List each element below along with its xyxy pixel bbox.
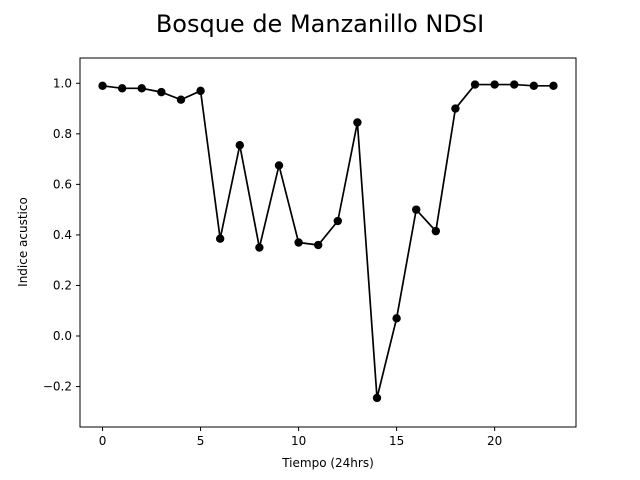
- data-point: [274, 161, 284, 170]
- data-point: [294, 238, 303, 247]
- x-tick-label: 20: [487, 434, 502, 448]
- y-tick-label: 0.4: [53, 228, 72, 242]
- data-point: [137, 84, 146, 93]
- data-point: [490, 80, 499, 89]
- data-point: [353, 118, 362, 127]
- data-point: [431, 226, 441, 236]
- y-tick-label: 0.6: [53, 177, 72, 191]
- y-tick-label: −0.2: [43, 380, 72, 394]
- x-tick-label: 5: [197, 434, 205, 448]
- data-point: [196, 86, 205, 96]
- y-tick-label: 0.0: [53, 329, 72, 343]
- series: [98, 80, 558, 403]
- data-point: [235, 140, 244, 150]
- y-tick-label: 0.8: [53, 127, 72, 141]
- data-point: [157, 87, 166, 97]
- ticks: 0 5 10 15 20 −0.2 0.0 0.2 0.4 0.6 0.8 1.0: [43, 76, 502, 448]
- data-point: [98, 81, 107, 91]
- data-point: [470, 80, 480, 89]
- data-point: [392, 314, 401, 323]
- data-point: [372, 393, 382, 403]
- y-tick-label: 1.0: [53, 76, 72, 90]
- series-line: [102, 83, 554, 399]
- x-axis-label: Tiempo (24hrs): [281, 456, 374, 470]
- y-axis-label: Indice acustico: [16, 197, 30, 287]
- x-tick-label: 0: [99, 434, 107, 448]
- data-point: [215, 234, 225, 243]
- data-point: [313, 240, 323, 250]
- x-tick-label: 15: [389, 434, 404, 448]
- data-point: [412, 205, 421, 214]
- x-tick-label: 10: [291, 434, 306, 448]
- data-point: [451, 104, 460, 113]
- data-point: [549, 81, 558, 91]
- data-point: [333, 216, 343, 226]
- data-point: [255, 243, 264, 252]
- data-point: [117, 84, 127, 93]
- data-point: [510, 80, 519, 89]
- data-point: [529, 81, 539, 91]
- chart-title: Bosque de Manzanillo NDSI: [156, 10, 484, 38]
- data-point: [176, 95, 186, 104]
- y-tick-label: 0.2: [53, 278, 72, 292]
- plot-frame: [79, 57, 577, 428]
